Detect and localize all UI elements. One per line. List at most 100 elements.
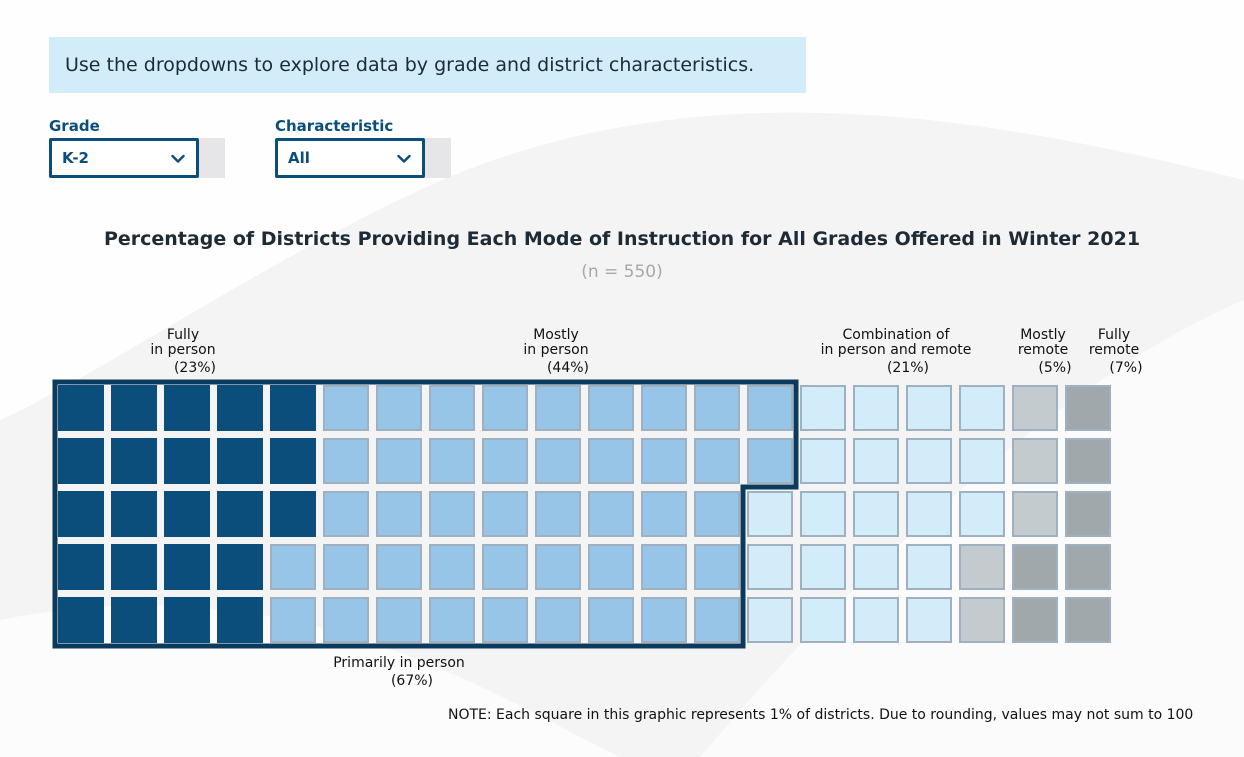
chart-note: NOTE: Each square in this graphic repres… bbox=[448, 707, 1193, 723]
waffle-square-fully-remote bbox=[1065, 597, 1111, 643]
waffle-square-fully-in-person bbox=[164, 597, 210, 643]
waffle-square-mostly-in-person bbox=[376, 385, 422, 431]
waffle-square-mostly-in-person bbox=[588, 544, 634, 590]
waffle-square-fully-in-person bbox=[111, 385, 157, 431]
category-label-mostly-remote: Mostly remote (5%) bbox=[1018, 327, 1072, 376]
waffle-square-fully-in-person bbox=[164, 385, 210, 431]
waffle-square-fully-remote bbox=[1012, 544, 1058, 590]
waffle-square-fully-in-person bbox=[270, 491, 316, 537]
characteristic-dropdown-wrap: All bbox=[275, 138, 451, 178]
waffle-square-mostly-in-person bbox=[376, 597, 422, 643]
waffle-square-combination-of-in-person-and-remote bbox=[747, 491, 793, 537]
waffle-square-fully-in-person bbox=[217, 438, 263, 484]
waffle-square-mostly-in-person bbox=[535, 544, 581, 590]
waffle-square-combination-of-in-person-and-remote bbox=[747, 544, 793, 590]
waffle-square-fully-in-person bbox=[58, 544, 104, 590]
waffle-square-fully-in-person bbox=[217, 385, 263, 431]
waffle-square-combination-of-in-person-and-remote bbox=[906, 544, 952, 590]
waffle-square-mostly-in-person bbox=[323, 544, 369, 590]
grade-selected-value: K-2 bbox=[62, 149, 89, 167]
waffle-square-fully-in-person bbox=[217, 597, 263, 643]
waffle-square-mostly-in-person bbox=[482, 438, 528, 484]
waffle-square-fully-in-person bbox=[58, 491, 104, 537]
waffle-square-mostly-in-person bbox=[429, 438, 475, 484]
waffle-square-mostly-in-person bbox=[588, 385, 634, 431]
waffle-square-combination-of-in-person-and-remote bbox=[853, 491, 899, 537]
waffle-square-mostly-remote bbox=[1012, 385, 1058, 431]
instruction-banner: Use the dropdowns to explore data by gra… bbox=[49, 37, 806, 93]
waffle-square-combination-of-in-person-and-remote bbox=[800, 544, 846, 590]
category-label-fully-in-person: Fully in person (23%) bbox=[150, 327, 216, 376]
waffle-square-combination-of-in-person-and-remote bbox=[800, 385, 846, 431]
waffle-square-fully-in-person bbox=[111, 597, 157, 643]
waffle-square-mostly-in-person bbox=[429, 544, 475, 590]
waffle-square-fully-in-person bbox=[111, 491, 157, 537]
waffle-square-fully-remote bbox=[1012, 597, 1058, 643]
waffle-square-mostly-in-person bbox=[747, 438, 793, 484]
waffle-square-fully-remote bbox=[1065, 491, 1111, 537]
waffle-square-mostly-in-person bbox=[429, 491, 475, 537]
waffle-square-mostly-in-person bbox=[588, 491, 634, 537]
waffle-square-combination-of-in-person-and-remote bbox=[800, 491, 846, 537]
waffle-square-mostly-in-person bbox=[641, 491, 687, 537]
waffle-square-fully-in-person bbox=[217, 544, 263, 590]
waffle-square-mostly-in-person bbox=[694, 438, 740, 484]
waffle-square-mostly-in-person bbox=[588, 597, 634, 643]
waffle-square-fully-remote bbox=[1065, 438, 1111, 484]
waffle-square-combination-of-in-person-and-remote bbox=[959, 491, 1005, 537]
waffle-square-mostly-in-person bbox=[641, 438, 687, 484]
waffle-square-combination-of-in-person-and-remote bbox=[853, 597, 899, 643]
waffle-square-mostly-remote bbox=[1012, 438, 1058, 484]
waffle-square-fully-in-person bbox=[270, 385, 316, 431]
waffle-square-mostly-in-person bbox=[535, 385, 581, 431]
characteristic-label: Characteristic bbox=[275, 117, 394, 135]
characteristic-selected-value: All bbox=[288, 149, 310, 167]
grade-dropdown[interactable]: K-2 bbox=[49, 138, 199, 178]
waffle-square-mostly-in-person bbox=[376, 438, 422, 484]
group-label-primarily-in-person: Primarily in person (67%) bbox=[333, 655, 465, 689]
waffle-square-mostly-in-person bbox=[747, 385, 793, 431]
waffle-square-combination-of-in-person-and-remote bbox=[959, 438, 1005, 484]
waffle-square-combination-of-in-person-and-remote bbox=[853, 438, 899, 484]
banner-text: Use the dropdowns to explore data by gra… bbox=[65, 54, 755, 76]
waffle-square-mostly-remote bbox=[959, 544, 1005, 590]
waffle-square-mostly-in-person bbox=[641, 385, 687, 431]
waffle-square-mostly-in-person bbox=[694, 597, 740, 643]
waffle-square-fully-in-person bbox=[270, 438, 316, 484]
category-label-combination-of-in-person-and-remote: Combination of in person and remote (21%) bbox=[821, 327, 972, 376]
waffle-square-mostly-in-person bbox=[323, 385, 369, 431]
waffle-square-mostly-in-person bbox=[535, 438, 581, 484]
waffle-square-combination-of-in-person-and-remote bbox=[747, 597, 793, 643]
chart-title: Percentage of Districts Providing Each M… bbox=[103, 228, 1141, 250]
waffle-square-fully-in-person bbox=[164, 491, 210, 537]
waffle-square-mostly-in-person bbox=[535, 491, 581, 537]
waffle-square-combination-of-in-person-and-remote bbox=[906, 385, 952, 431]
waffle-square-mostly-in-person bbox=[429, 385, 475, 431]
chevron-down-icon bbox=[171, 154, 185, 163]
waffle-square-mostly-in-person bbox=[482, 544, 528, 590]
waffle-square-mostly-in-person bbox=[270, 597, 316, 643]
grade-label: Grade bbox=[49, 117, 100, 135]
waffle-square-fully-in-person bbox=[164, 544, 210, 590]
waffle-square-mostly-in-person bbox=[376, 491, 422, 537]
waffle-square-combination-of-in-person-and-remote bbox=[853, 385, 899, 431]
waffle-square-mostly-in-person bbox=[694, 491, 740, 537]
waffle-square-mostly-in-person bbox=[482, 491, 528, 537]
waffle-square-fully-in-person bbox=[111, 438, 157, 484]
waffle-square-fully-in-person bbox=[58, 385, 104, 431]
waffle-square-mostly-in-person bbox=[641, 544, 687, 590]
chevron-down-icon bbox=[397, 154, 411, 163]
waffle-square-combination-of-in-person-and-remote bbox=[906, 597, 952, 643]
primarily-in-person-outline bbox=[52, 379, 799, 649]
category-label-mostly-in-person: Mostly in person (44%) bbox=[523, 327, 589, 376]
waffle-square-combination-of-in-person-and-remote bbox=[853, 544, 899, 590]
waffle-square-fully-in-person bbox=[111, 544, 157, 590]
waffle-square-combination-of-in-person-and-remote bbox=[906, 438, 952, 484]
waffle-square-combination-of-in-person-and-remote bbox=[800, 597, 846, 643]
waffle-square-mostly-in-person bbox=[535, 597, 581, 643]
characteristic-dropdown[interactable]: All bbox=[275, 138, 425, 178]
waffle-square-fully-remote bbox=[1065, 544, 1111, 590]
waffle-square-fully-in-person bbox=[217, 491, 263, 537]
waffle-square-combination-of-in-person-and-remote bbox=[800, 438, 846, 484]
